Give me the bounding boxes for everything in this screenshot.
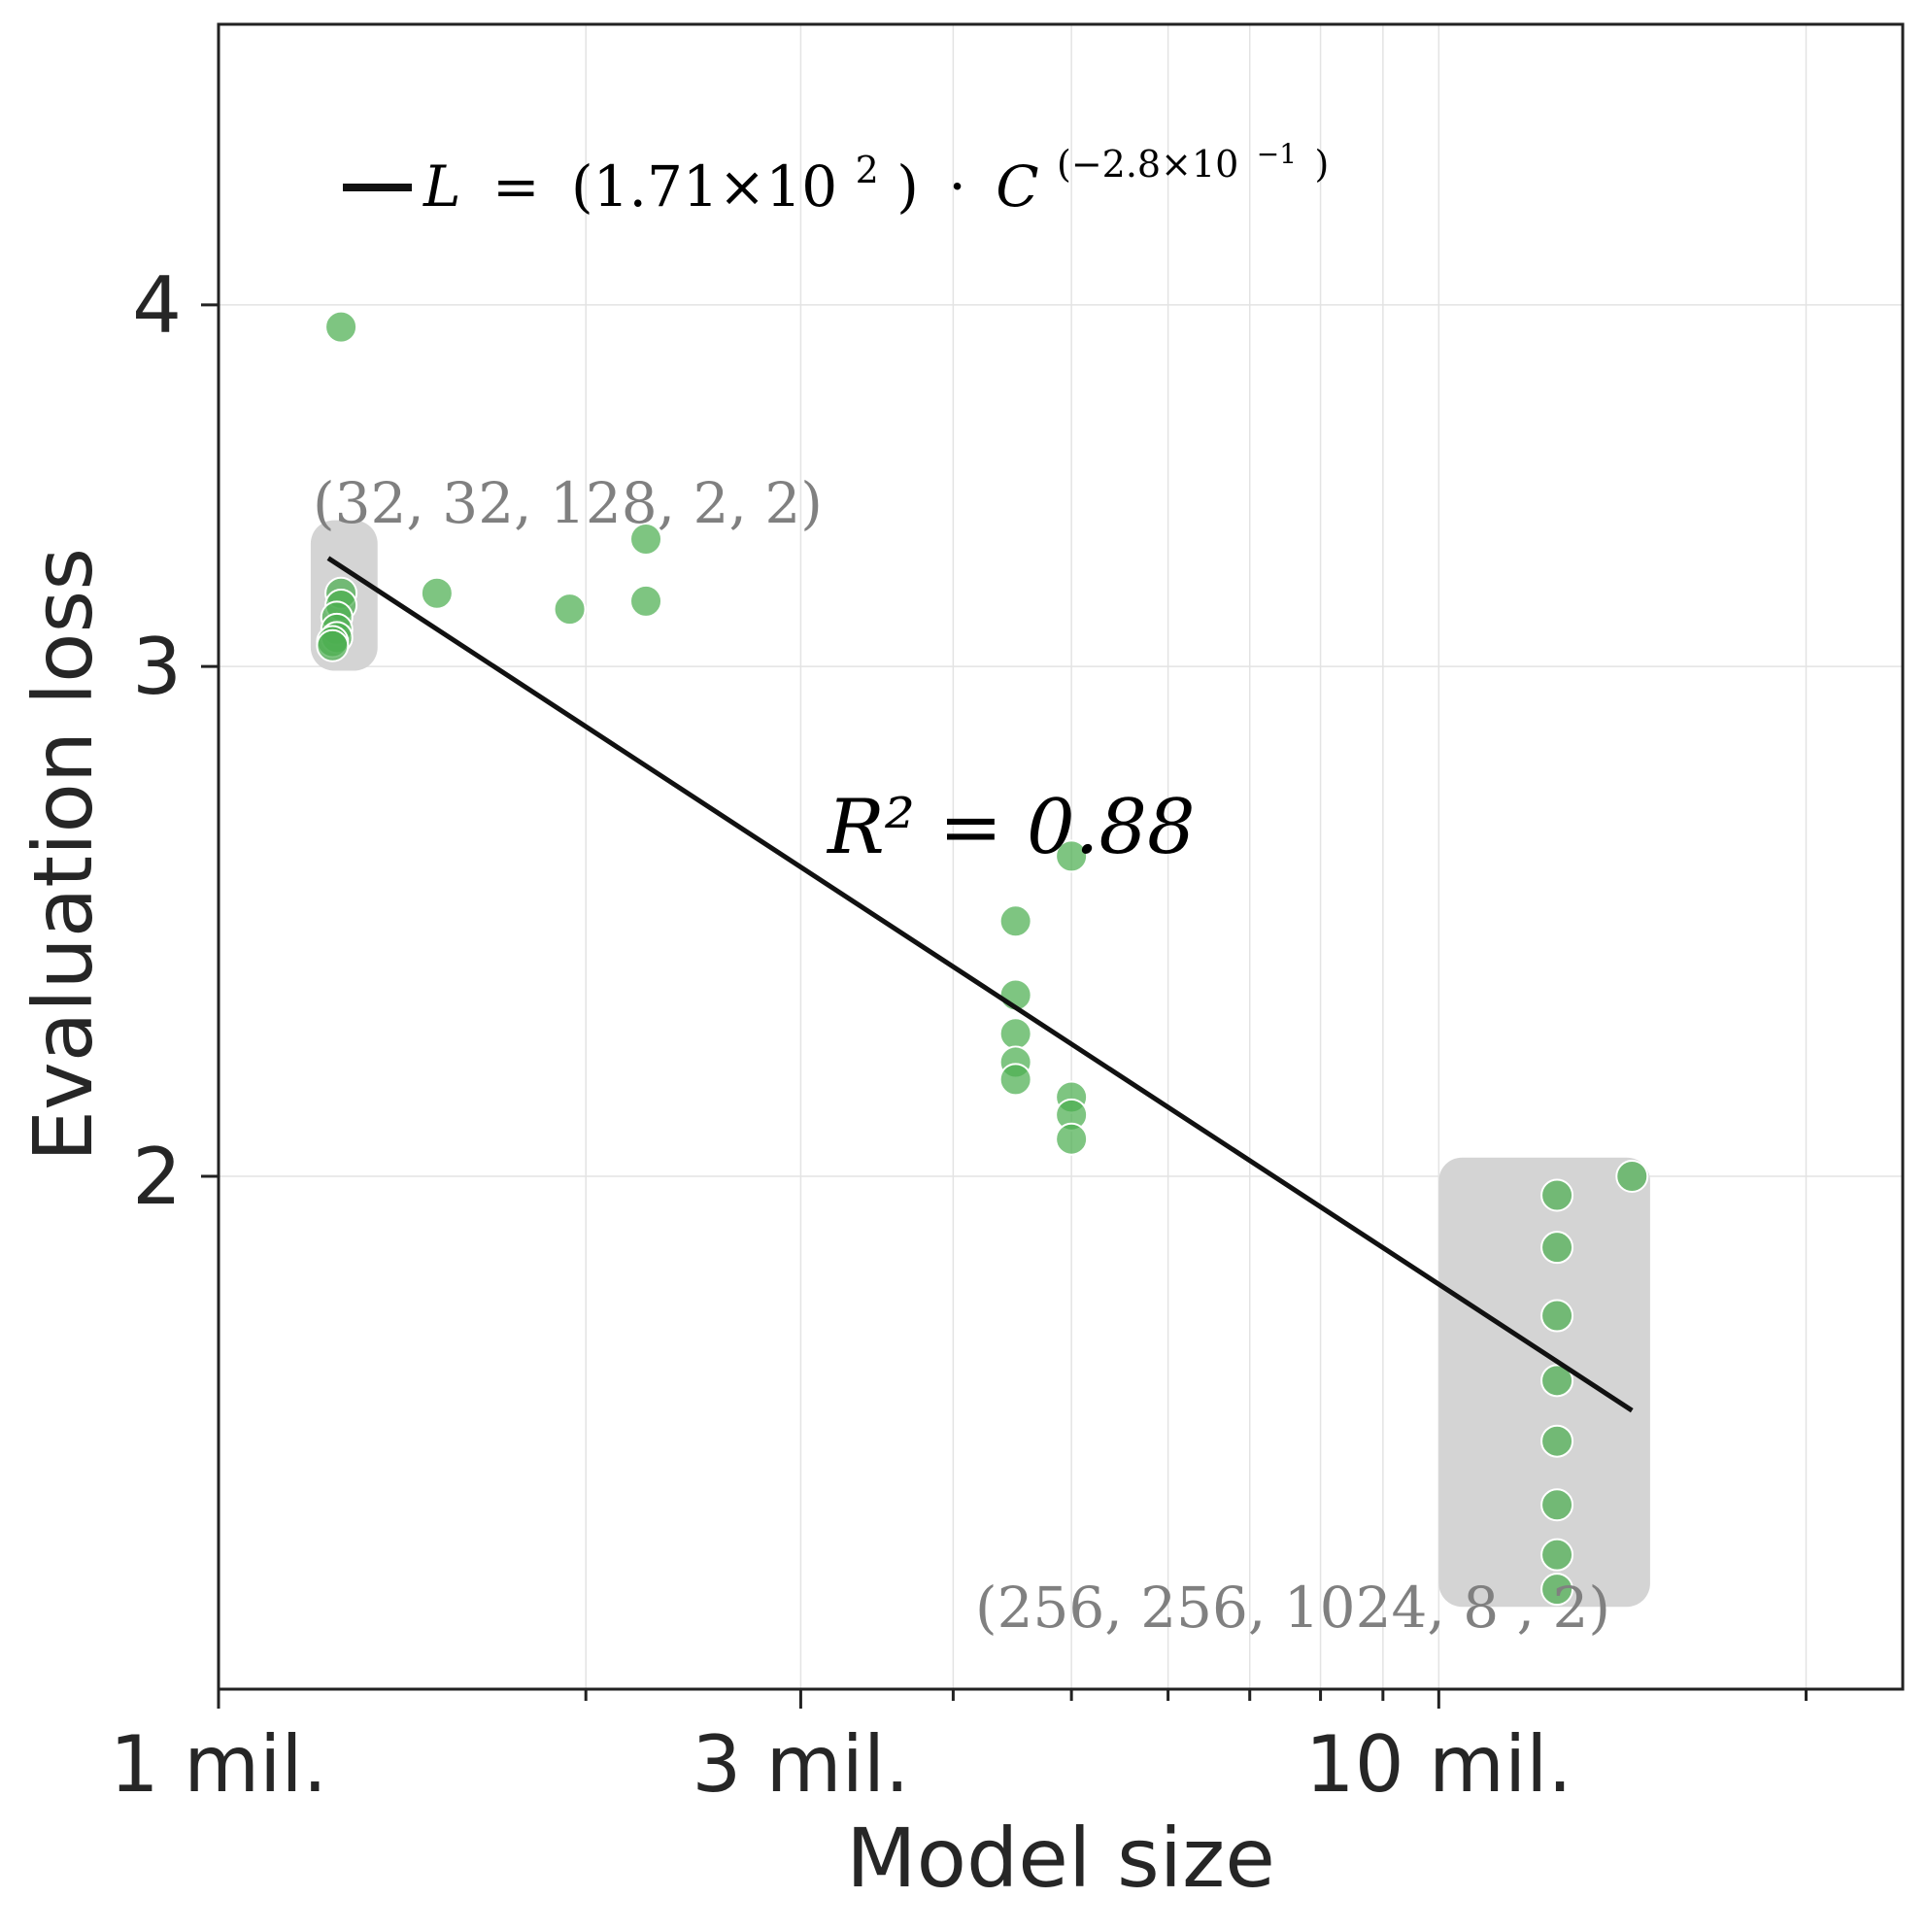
highlight-label-small-config: (32, 32, 128, 2, 2) — [313, 470, 823, 536]
highlight-regions — [310, 520, 1650, 1608]
highlight-label-large-config: (256, 256, 1024, 8 , 2) — [975, 1575, 1610, 1641]
x-tick-label: 3 mil. — [692, 1719, 909, 1810]
legend-equation: L = (1.71×10 2 ) · C (−2.8×10 −1 ) — [423, 111, 1329, 220]
data-point — [553, 593, 587, 627]
x-tick-label: 10 mil. — [1305, 1719, 1572, 1810]
data-point — [998, 1017, 1032, 1051]
x-axis-title: Model size — [846, 1811, 1275, 1906]
r-squared-annotation: R² = 0.88 — [826, 784, 1196, 871]
data-point — [1540, 1538, 1574, 1572]
y-tick-label: 2 — [132, 1132, 182, 1222]
y-axis-title: Evaluation loss — [16, 548, 111, 1162]
data-point — [1055, 839, 1089, 873]
data-point — [629, 522, 663, 556]
data-point — [1540, 1364, 1574, 1398]
data-point — [316, 628, 350, 662]
ticks: 1 mil. 3 mil. 10 mil. 2 3 4 — [110, 260, 1809, 1810]
plot-frame — [217, 22, 1905, 1691]
data-point — [1540, 1488, 1574, 1522]
data-point — [1540, 1231, 1574, 1265]
data-point — [420, 576, 454, 610]
y-tick-label: 4 — [132, 260, 182, 351]
data-points — [316, 310, 1649, 1607]
fit-line — [326, 556, 1634, 1413]
axes — [217, 22, 1905, 1691]
data-point — [998, 1063, 1032, 1097]
data-point — [998, 904, 1032, 938]
data-point — [629, 584, 663, 618]
legend: L = (1.71×10 2 ) · C (−2.8×10 −1 ) — [343, 111, 1329, 220]
x-tick-label: 1 mil. — [110, 1719, 327, 1810]
fit-line-group — [326, 556, 1634, 1413]
data-point — [1540, 1424, 1574, 1458]
data-point — [1055, 1122, 1089, 1156]
data-point — [324, 310, 358, 344]
data-point — [1540, 1573, 1574, 1607]
data-point — [1615, 1159, 1649, 1193]
y-tick-label: 3 — [132, 622, 182, 712]
data-point — [1540, 1178, 1574, 1212]
data-point — [1540, 1299, 1574, 1333]
